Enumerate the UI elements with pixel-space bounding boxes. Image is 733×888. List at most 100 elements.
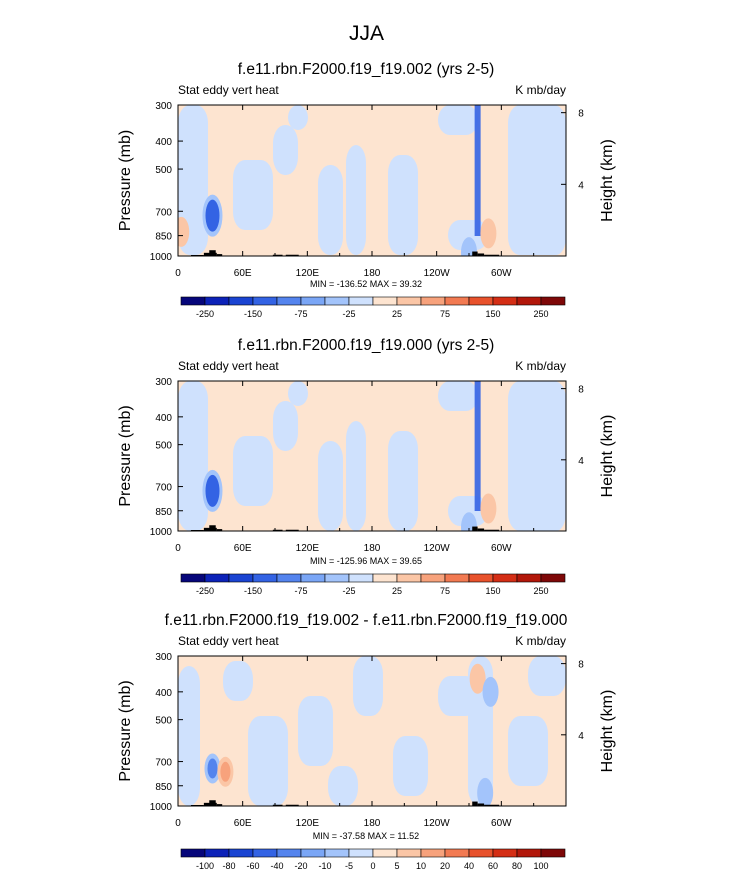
contour-field [178, 105, 566, 256]
colorbar-swatch [516, 848, 542, 858]
x-tick-label: 180 [364, 543, 381, 554]
colorbar-swatch [252, 573, 278, 583]
chart-panel-3: f.e11.rbn.F2000.f19_f19.002 - f.e11.rbn.… [117, 612, 616, 871]
terrain-block [472, 526, 478, 531]
panel-title: f.e11.rbn.F2000.f19_f19.002 (yrs 2-5) [238, 61, 494, 78]
colorbar-swatch [420, 848, 446, 858]
x-tick-label: 0 [175, 818, 181, 829]
colorbar-swatch [324, 573, 350, 583]
colorbar-swatch [180, 573, 206, 583]
colorbar-swatch [444, 296, 470, 306]
extreme-core [207, 758, 218, 779]
y-tick-label: 400 [155, 413, 172, 424]
negative-region [353, 656, 383, 716]
colorbar-label: -80 [222, 861, 235, 871]
y-axis-label: Pressure (mb) [117, 130, 134, 231]
height-tick-label: 4 [578, 456, 584, 467]
colorbar-swatch [228, 573, 254, 583]
x-tick-label: 60W [491, 543, 512, 554]
y-tick-label: 700 [155, 483, 172, 494]
extreme-core [464, 242, 474, 256]
colorbar-swatch [180, 296, 206, 306]
colorbar-swatch [468, 848, 494, 858]
y-tick-label: 400 [155, 688, 172, 699]
min-max-label: MIN = -37.58 MAX = 11.52 [313, 831, 419, 841]
colorbar-swatch [540, 848, 566, 858]
colorbar-swatch [180, 848, 206, 858]
panel-title: f.e11.rbn.F2000.f19_f19.000 (yrs 2-5) [238, 337, 494, 354]
extreme-core [483, 498, 494, 519]
negative-region [388, 431, 418, 531]
height-tick-label: 4 [578, 180, 584, 191]
colorbar-label: 20 [440, 861, 450, 871]
colorbar-label: 60 [488, 861, 498, 871]
x-tick-label: 60E [234, 543, 252, 554]
panel-units-label: K mb/day [515, 83, 566, 97]
colorbar-swatch [252, 848, 278, 858]
colorbar-swatch [468, 573, 494, 583]
colorbar-label: 25 [392, 586, 402, 596]
negative-region [273, 401, 298, 451]
colorbar-swatch [516, 573, 542, 583]
y-tick-label: 850 [155, 782, 172, 793]
right-axis-label: Height (km) [599, 139, 616, 222]
figure-title: JJA [348, 22, 384, 45]
terrain-block [190, 254, 204, 256]
x-tick-label: 0 [175, 543, 181, 554]
negative-region [438, 105, 478, 135]
colorbar-swatch [444, 573, 470, 583]
y-tick-label: 1000 [150, 802, 173, 813]
colorbar-label: -100 [196, 861, 214, 871]
terrain-block [285, 254, 299, 256]
colorbar: -100 -80 -60 -40 -20 -10 -5 0 5 10 20 40 60 80 100 [180, 848, 566, 871]
terrain-block [190, 529, 204, 531]
colorbar-swatch [348, 848, 374, 858]
colorbar-swatch [300, 573, 326, 583]
colorbar-swatch [276, 573, 302, 583]
negative-region [223, 661, 253, 701]
y-tick-label: 300 [155, 652, 172, 663]
colorbar-label: -60 [246, 861, 259, 871]
colorbar-swatch [324, 848, 350, 858]
height-tick-label: 8 [578, 109, 584, 120]
terrain-block [477, 803, 485, 806]
colorbar-label: 250 [533, 309, 548, 319]
negative-region [328, 766, 358, 806]
colorbar-label: 150 [485, 309, 500, 319]
panel-title: f.e11.rbn.F2000.f19_f19.002 - f.e11.rbn.… [165, 612, 568, 629]
panel-left-label: Stat eddy vert heat [178, 634, 279, 648]
colorbar-label: 5 [394, 861, 399, 871]
negative-region [233, 436, 273, 506]
y-tick-label: 850 [155, 507, 172, 518]
terrain-block [472, 251, 478, 256]
negative-region [298, 696, 333, 766]
negative-region [346, 145, 366, 255]
extreme-core [472, 668, 483, 689]
colorbar-swatch [228, 848, 254, 858]
extreme-core [205, 474, 220, 507]
y-tick-label: 500 [155, 165, 172, 176]
height-tick-label: 8 [578, 660, 584, 671]
colorbar-swatch [540, 296, 566, 306]
terrain-block [477, 528, 485, 531]
colorbar-swatch [348, 573, 374, 583]
colorbar-swatch [468, 296, 494, 306]
colorbar-swatch [420, 296, 446, 306]
x-tick-label: 60E [234, 268, 252, 279]
y-tick-label: 700 [155, 207, 172, 218]
colorbar-swatch [324, 296, 350, 306]
terrain-block [472, 801, 478, 806]
extreme-core [178, 221, 187, 242]
extreme-core [485, 681, 496, 702]
colorbar-label: 0 [370, 861, 375, 871]
extreme-band [474, 381, 481, 511]
min-max-label: MIN = -125.96 MAX = 39.65 [310, 556, 422, 566]
colorbar-swatch [276, 848, 302, 858]
x-tick-label: 120E [296, 818, 320, 829]
colorbar-swatch [228, 296, 254, 306]
negative-region [546, 175, 566, 255]
colorbar-label: -75 [294, 309, 307, 319]
colorbar-swatch [252, 296, 278, 306]
colorbar-label: 100 [533, 861, 548, 871]
colorbar-label: -25 [342, 309, 355, 319]
